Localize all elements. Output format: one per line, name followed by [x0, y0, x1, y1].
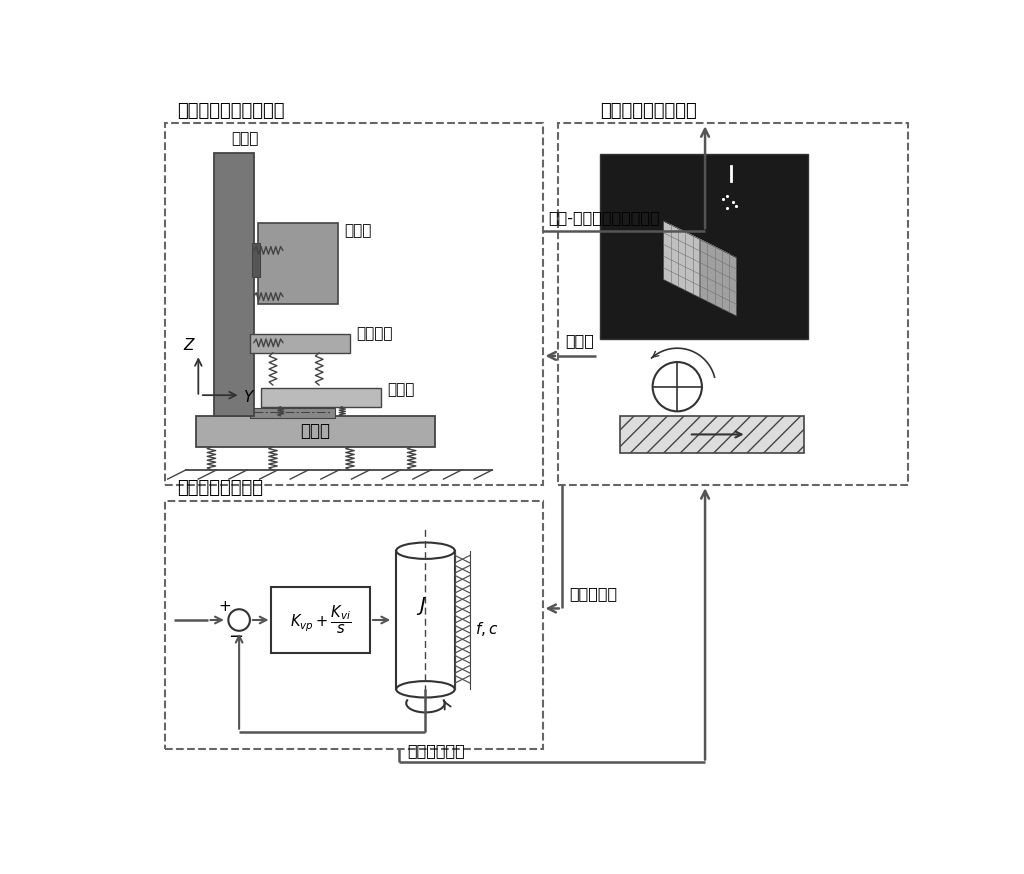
Bar — [620, 416, 804, 453]
Bar — [250, 408, 335, 418]
Text: Z: Z — [183, 338, 194, 353]
Text: 主軸頭: 主軸頭 — [345, 224, 372, 239]
Text: サドル: サドル — [387, 382, 415, 398]
Text: $f,c$: $f,c$ — [475, 621, 498, 638]
Text: $J$: $J$ — [416, 595, 426, 617]
Polygon shape — [700, 239, 736, 316]
Bar — [165, 501, 543, 749]
Text: 工作機械の振動モデル: 工作機械の振動モデル — [177, 101, 285, 120]
Text: 主軸駆動系モデル: 主軸駆動系モデル — [177, 479, 263, 496]
Bar — [214, 153, 254, 416]
Text: コラム: コラム — [231, 131, 259, 147]
Bar — [165, 123, 543, 485]
Text: 切削シミュレーター: 切削シミュレーター — [600, 101, 697, 120]
Text: 工具-工作物間の相対変位: 工具-工作物間の相対変位 — [549, 210, 660, 225]
Bar — [258, 224, 339, 304]
Text: 工具回転角度: 工具回転角度 — [407, 743, 465, 758]
Text: 切削力: 切削力 — [565, 333, 595, 348]
Text: 切削トルク: 切削トルク — [569, 586, 617, 600]
Bar — [252, 243, 260, 277]
Text: Y: Y — [243, 390, 252, 405]
Bar — [250, 334, 350, 353]
Bar — [261, 388, 381, 406]
Text: テーブル: テーブル — [356, 327, 392, 342]
Text: ベッド: ベッド — [300, 422, 331, 440]
Bar — [600, 154, 808, 339]
Polygon shape — [664, 221, 700, 298]
Bar — [271, 587, 370, 653]
Polygon shape — [664, 221, 736, 258]
Bar — [196, 416, 435, 447]
Ellipse shape — [396, 681, 455, 697]
Text: −: − — [228, 628, 244, 646]
Text: $K_{vp}+\dfrac{K_{vi}}{s}$: $K_{vp}+\dfrac{K_{vi}}{s}$ — [290, 604, 351, 636]
Text: +: + — [218, 600, 230, 614]
Ellipse shape — [396, 543, 455, 558]
Bar — [558, 123, 908, 485]
